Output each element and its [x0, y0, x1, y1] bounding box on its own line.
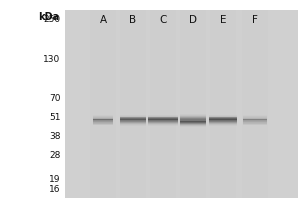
Bar: [243, 123, 267, 125]
Text: E: E: [220, 15, 226, 25]
Bar: [180, 10, 206, 198]
Bar: [180, 120, 206, 122]
Text: B: B: [129, 15, 137, 25]
Bar: [148, 115, 178, 116]
Bar: [148, 125, 178, 126]
Bar: [93, 117, 113, 118]
Bar: [243, 119, 267, 120]
Bar: [90, 10, 116, 198]
Bar: [120, 118, 146, 120]
Bar: [180, 118, 206, 119]
Bar: [93, 124, 113, 125]
Bar: [120, 117, 146, 118]
Bar: [210, 10, 236, 198]
Bar: [148, 116, 178, 117]
Bar: [209, 115, 237, 116]
Bar: [120, 117, 146, 119]
Bar: [180, 124, 206, 126]
Bar: [93, 119, 113, 120]
Bar: [120, 123, 146, 124]
Bar: [209, 117, 237, 119]
Bar: [93, 120, 113, 121]
Bar: [209, 125, 237, 126]
Bar: [93, 118, 113, 119]
Bar: [120, 122, 146, 123]
Bar: [148, 122, 178, 123]
Bar: [209, 116, 237, 117]
Text: 28: 28: [49, 151, 61, 160]
Bar: [180, 114, 206, 115]
Bar: [243, 116, 267, 117]
Text: 16: 16: [49, 185, 61, 194]
Bar: [150, 10, 176, 198]
Bar: [243, 124, 267, 125]
Text: 38: 38: [49, 132, 61, 141]
Bar: [243, 118, 267, 119]
Bar: [93, 121, 113, 122]
Text: 19: 19: [49, 175, 61, 184]
Bar: [243, 115, 267, 117]
Bar: [148, 120, 178, 121]
Text: 70: 70: [49, 94, 61, 103]
Bar: [243, 120, 267, 121]
Bar: [120, 124, 146, 125]
Bar: [243, 119, 267, 120]
Bar: [148, 118, 178, 120]
Bar: [148, 124, 178, 125]
Bar: [120, 115, 146, 116]
Bar: [180, 117, 206, 118]
Bar: [180, 125, 206, 127]
Bar: [180, 123, 206, 125]
Bar: [209, 118, 237, 120]
Bar: [243, 122, 267, 123]
Bar: [209, 122, 237, 123]
Bar: [242, 10, 268, 198]
Bar: [180, 121, 206, 123]
Bar: [120, 116, 146, 117]
Bar: [148, 119, 178, 120]
Bar: [148, 121, 178, 122]
Bar: [93, 123, 113, 124]
Bar: [243, 121, 267, 122]
Text: A: A: [99, 15, 106, 25]
Bar: [209, 119, 237, 120]
Bar: [93, 122, 113, 123]
Bar: [209, 123, 237, 124]
Bar: [93, 116, 113, 117]
Bar: [120, 120, 146, 121]
Bar: [180, 119, 206, 120]
Bar: [148, 117, 178, 119]
Bar: [243, 117, 267, 118]
Bar: [180, 116, 206, 117]
Bar: [120, 10, 146, 198]
Bar: [120, 125, 146, 126]
Bar: [93, 115, 113, 117]
Bar: [209, 117, 237, 118]
Text: 250: 250: [44, 15, 61, 24]
Bar: [120, 121, 146, 122]
Bar: [209, 124, 237, 125]
Bar: [180, 122, 206, 124]
Text: D: D: [189, 15, 197, 25]
Text: kDa: kDa: [38, 12, 59, 22]
Bar: [209, 121, 237, 122]
Bar: [148, 123, 178, 124]
Bar: [120, 119, 146, 120]
Text: F: F: [252, 15, 258, 25]
Bar: [180, 115, 206, 116]
Bar: [243, 123, 267, 124]
Bar: [148, 117, 178, 118]
Text: 51: 51: [49, 113, 61, 122]
Bar: [93, 119, 113, 120]
Text: 130: 130: [43, 55, 61, 64]
Bar: [93, 123, 113, 125]
Text: C: C: [159, 15, 167, 25]
Bar: [209, 120, 237, 121]
